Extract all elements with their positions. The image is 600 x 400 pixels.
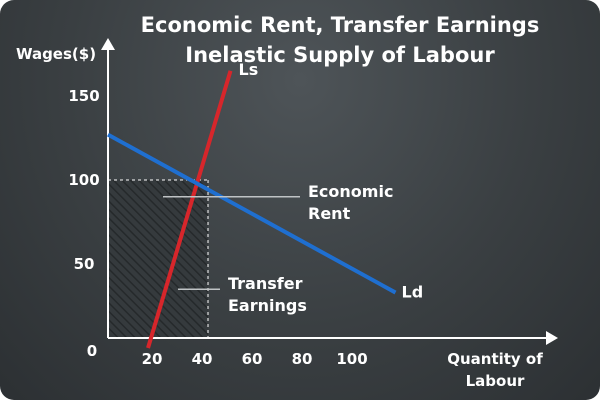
x-tick-label: 80 <box>292 350 313 368</box>
chart-subtitle: Inelastic Supply of Labour <box>185 43 495 67</box>
x-axis-label: Quantity of Labour <box>447 350 543 390</box>
y-tick-label: 100 <box>68 171 99 189</box>
origin-label: 0 <box>87 342 97 360</box>
series-line-ls <box>146 70 233 349</box>
axes <box>101 38 558 345</box>
guides-layer <box>108 179 209 338</box>
x-axis-arrow <box>546 331 558 345</box>
x-tick-label: 100 <box>336 350 367 368</box>
y-tick-label: 50 <box>74 255 95 273</box>
y-axis-label: Wages($) <box>16 45 96 63</box>
x-tick-label: 40 <box>192 350 213 368</box>
chart-title: Economic Rent, Transfer Earnings <box>141 13 540 37</box>
regions-layer <box>108 180 208 338</box>
series-label-ld: Ld <box>402 283 424 302</box>
series-layer: Ls Ld <box>107 60 424 349</box>
x-tick-label: 60 <box>242 350 263 368</box>
y-axis-arrow <box>101 38 115 50</box>
y-tick-label: 150 <box>68 87 99 105</box>
annotation-text: Transfer <box>228 274 303 293</box>
series-label-ls: Ls <box>239 60 259 79</box>
transfer-earnings-region <box>108 180 208 338</box>
x-tick-label: 20 <box>142 350 163 368</box>
series-line-ld <box>107 132 397 295</box>
annotation-text: Rent <box>308 204 351 223</box>
annotation-text: Earnings <box>228 296 307 315</box>
annotations-layer: Economic Rent Transfer Earnings <box>163 182 393 315</box>
tick-labels: 0 50 100 150 20 40 60 80 100 <box>68 87 367 368</box>
x-axis-label-line: Quantity of <box>447 350 543 368</box>
annotation-text: Economic <box>308 182 393 201</box>
x-axis-label-line: Labour <box>466 372 525 390</box>
